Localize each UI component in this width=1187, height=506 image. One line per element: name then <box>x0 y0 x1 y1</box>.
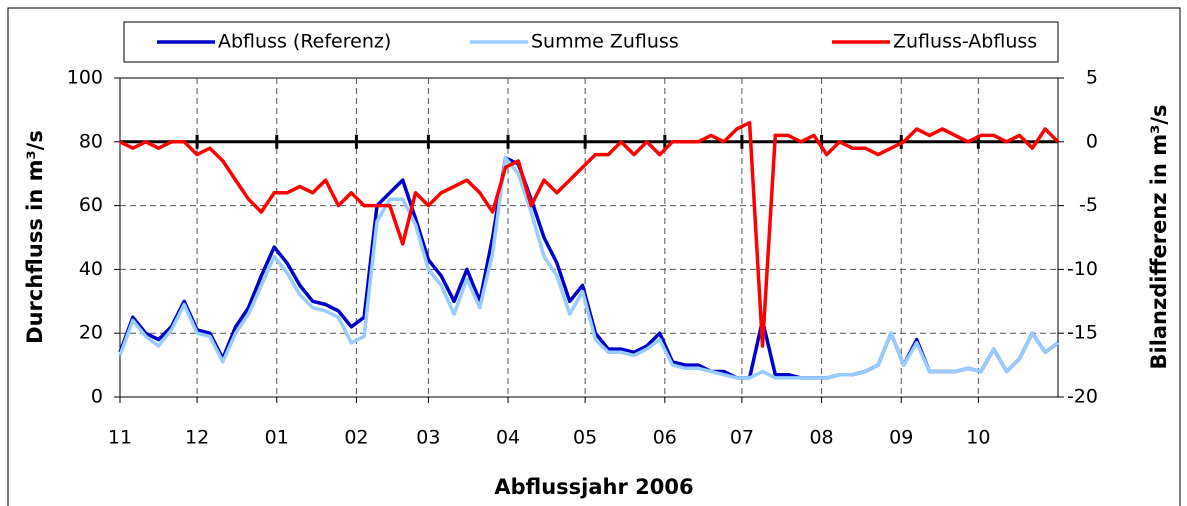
y-tick-label: 60 <box>79 194 103 216</box>
x-tick-label: 06 <box>653 427 677 449</box>
y-tick-label: 0 <box>91 386 103 408</box>
series-line <box>118 156 1060 380</box>
legend-label: Summe Zufluss <box>531 31 679 53</box>
legend-label: Zufluss-Abfluss <box>893 31 1037 53</box>
chart-frame <box>7 7 1181 506</box>
x-tick-label: 03 <box>416 427 440 449</box>
y2-tick-label: -10 <box>1067 258 1098 280</box>
y2-tick-label: -5 <box>1079 194 1098 216</box>
x-tick-label: 08 <box>809 427 833 449</box>
y-tick-label: 40 <box>79 258 103 280</box>
x-tick-label: 01 <box>265 427 289 449</box>
x-tick-label: 09 <box>889 427 913 449</box>
x-tick-label: 04 <box>496 427 520 449</box>
x-axis-title: Abflussjahr 2006 <box>494 475 693 499</box>
y2-tick-label: 5 <box>1086 67 1098 89</box>
x-tick-label: 10 <box>966 427 990 449</box>
plot-frame <box>119 77 1059 398</box>
y2-tick-label: -20 <box>1067 386 1098 408</box>
y2-tick-label: -15 <box>1067 322 1098 344</box>
series-line <box>119 120 1060 348</box>
y2-tick-label: 0 <box>1086 130 1098 152</box>
legend-label: Abfluss (Referenz) <box>218 31 391 53</box>
x-tick-label: 12 <box>185 427 209 449</box>
x-tick-label: 11 <box>108 427 132 449</box>
legend-box <box>123 21 1059 63</box>
y-tick-label: 80 <box>79 130 103 152</box>
x-tick-label: 05 <box>573 427 597 449</box>
y-tick-label: 20 <box>79 322 103 344</box>
x-tick-label: 02 <box>344 427 368 449</box>
y-tick-label: 100 <box>67 67 103 89</box>
y-axis-title: Durchfluss in m³/s <box>23 130 47 344</box>
y2-axis-title: Bilanzdifferenz in m³/s <box>1147 104 1171 369</box>
x-tick-label: 07 <box>730 427 754 449</box>
